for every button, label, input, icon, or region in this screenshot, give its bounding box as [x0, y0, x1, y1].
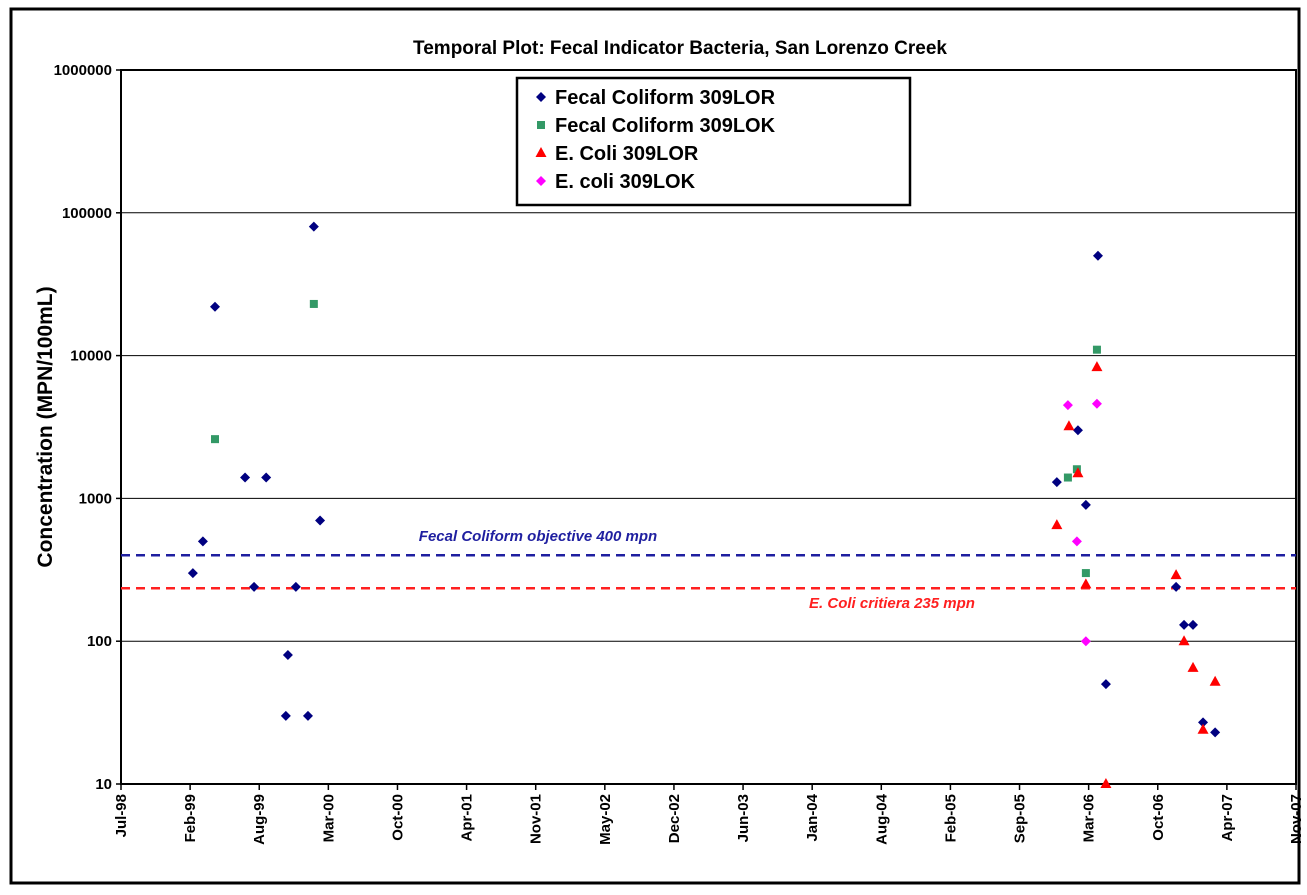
x-tick-label: Aug-99 — [251, 794, 268, 845]
marker-diamond — [197, 536, 208, 547]
legend-label: E. Coli 309LOR — [555, 143, 699, 165]
marker-diamond — [210, 301, 220, 312]
legend-label: Fecal Coliform 309LOR — [555, 87, 776, 109]
x-tick-label: Nov-01 — [528, 794, 545, 844]
x-tick-label: Oct-06 — [1150, 794, 1167, 841]
x-tick-label: Mar-06 — [1081, 794, 1098, 842]
marker-diamond — [1179, 619, 1190, 630]
marker-triangle — [1197, 723, 1209, 734]
marker-diamond — [282, 650, 293, 661]
y-tick-label: 10000 — [70, 348, 112, 365]
y-axis-label: Concentration (MPN/100mL) — [34, 286, 57, 567]
marker-diamond — [1100, 679, 1111, 690]
marker-diamond — [308, 221, 319, 232]
marker-diamond — [1080, 499, 1091, 510]
y-tick-label: 1000000 — [54, 62, 112, 79]
marker-triangle — [1100, 778, 1112, 788]
marker-diamond — [1072, 425, 1083, 436]
chart-title: Temporal Plot: Fecal Indicator Bacteria,… — [413, 38, 947, 59]
marker-triangle — [1063, 420, 1075, 431]
y-tick-label: 100 — [87, 633, 112, 650]
x-tick-label: Sep-05 — [1012, 794, 1029, 843]
marker-diamond — [1071, 536, 1082, 547]
legend-label: E. coli 309LOK — [555, 171, 696, 193]
x-tick-label: Aug-04 — [873, 793, 890, 844]
marker-square — [1092, 345, 1101, 354]
marker-diamond — [1080, 636, 1091, 647]
marker-triangle — [1091, 361, 1103, 372]
legend-marker — [536, 176, 546, 186]
marker-triangle — [1209, 675, 1221, 686]
reference-label: E. Coli critiera 235 mpn — [809, 595, 975, 612]
marker-diamond — [315, 515, 326, 526]
marker-diamond — [240, 472, 251, 483]
marker-diamond — [1171, 581, 1182, 592]
marker-square — [1063, 473, 1072, 482]
legend-marker — [537, 121, 545, 129]
x-tick-label: Jan-04 — [804, 793, 821, 841]
legend-marker — [535, 147, 547, 157]
x-tick-label: Mar-00 — [320, 794, 337, 842]
marker-diamond — [1062, 400, 1073, 411]
marker-diamond — [1091, 398, 1102, 409]
marker-diamond — [1198, 717, 1209, 728]
legend-marker — [536, 92, 546, 102]
marker-diamond — [280, 710, 291, 721]
marker-diamond — [1092, 250, 1103, 261]
x-tick-label: Nov-07 — [1288, 794, 1305, 844]
x-tick-label: Apr-07 — [1219, 794, 1236, 842]
marker-square — [211, 435, 219, 444]
x-tick-label: Apr-01 — [459, 794, 476, 842]
x-tick-label: Feb-05 — [942, 794, 959, 842]
marker-triangle — [1187, 661, 1199, 672]
plot-area — [120, 69, 1297, 785]
x-tick-label: Jun-03 — [735, 794, 752, 842]
marker-diamond — [302, 710, 313, 721]
legend-label: Fecal Coliform 309LOK — [555, 115, 776, 137]
marker-diamond — [187, 568, 198, 579]
reference-label: Fecal Coliform objective 400 mpn — [419, 528, 657, 545]
marker-triangle — [1170, 569, 1182, 580]
marker-square — [309, 299, 318, 308]
marker-triangle — [1072, 467, 1084, 478]
x-tick-label: Dec-02 — [666, 794, 683, 843]
y-tick-label: 1000 — [79, 490, 112, 507]
marker-square — [1081, 569, 1090, 578]
x-tick-label: May-02 — [597, 794, 614, 845]
marker-triangle — [1051, 519, 1063, 530]
marker-triangle — [1178, 635, 1190, 646]
marker-diamond — [261, 472, 272, 483]
y-tick-label: 100000 — [62, 205, 112, 222]
legend-box — [515, 76, 912, 207]
x-tick-label: Feb-99 — [182, 794, 199, 842]
marker-diamond — [1210, 727, 1221, 738]
marker-triangle — [1080, 578, 1092, 589]
x-tick-label: Jul-98 — [113, 794, 130, 837]
marker-diamond — [1051, 477, 1062, 488]
marker-diamond — [249, 581, 260, 592]
y-tick-label: 10 — [95, 776, 112, 793]
x-tick-label: Oct-00 — [389, 794, 406, 841]
marker-diamond — [1188, 619, 1199, 630]
marker-diamond — [290, 581, 301, 592]
